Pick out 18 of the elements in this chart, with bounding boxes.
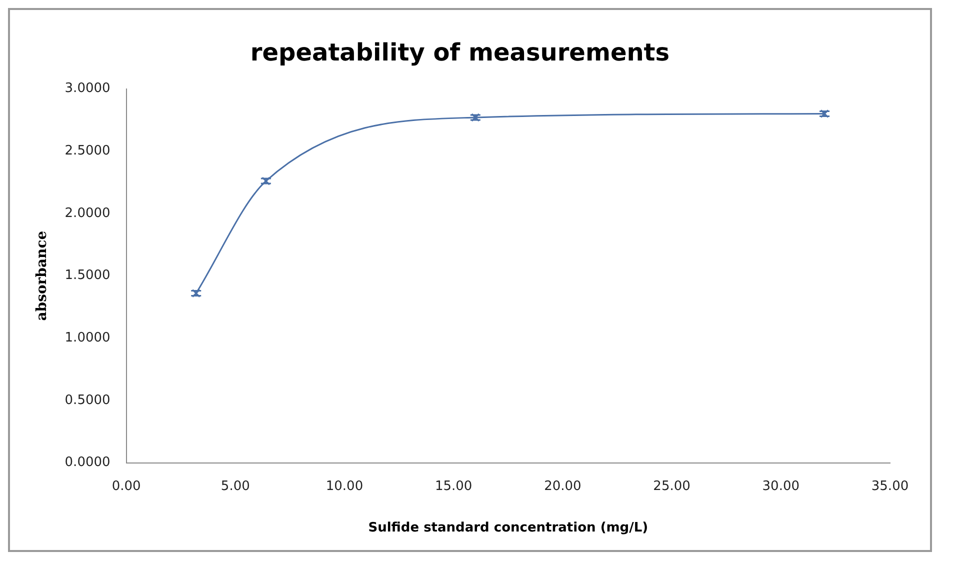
x-tick-label: 10.00 [326,478,364,494]
x-tick-label: 30.00 [762,478,800,494]
x-tick-label: 5.00 [220,478,250,494]
x-tick-label: 20.00 [544,478,582,494]
y-tick-label: 2.5000 [64,144,110,159]
x-tick-label: 0.00 [112,478,141,494]
x-tick-label: 25.00 [653,478,690,494]
y-tick-label: 1.5000 [64,268,110,284]
chart-title: repeatability of measurements [250,38,670,67]
x-axis-title: Sulfide standard concentration (mg/L) [368,520,648,536]
x-tick-label: 15.00 [434,478,472,494]
y-tick-label: 3.0000 [64,81,110,96]
y-axis-title: absorbance [34,230,50,321]
y-tick-label: 1.0000 [64,330,110,346]
x-tick-label: 35.00 [871,478,909,494]
y-tick-label: 0.0000 [64,455,110,470]
y-tick-label: 0.5000 [64,392,110,408]
y-tick-label: 2.0000 [64,206,110,221]
